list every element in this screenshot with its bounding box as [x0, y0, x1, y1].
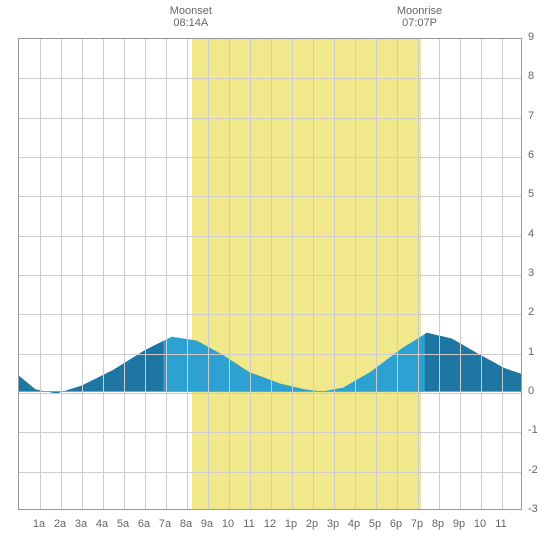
grid-line-v: [292, 39, 293, 509]
x-tick-label: 7a: [159, 518, 171, 530]
grid-line-v: [313, 39, 314, 509]
grid-line-v: [271, 39, 272, 509]
grid-line-v: [166, 39, 167, 509]
moonset-annotation: Moonset08:14A: [170, 5, 212, 29]
annotation-time: 07:07P: [397, 17, 442, 29]
x-tick-label: 5p: [369, 518, 381, 530]
x-tick-label: 9a: [201, 518, 213, 530]
tide-area: [19, 39, 521, 509]
grid-line-v: [229, 39, 230, 509]
x-tick-label: 4a: [96, 518, 108, 530]
x-tick-label: 3a: [75, 518, 87, 530]
x-tick-label: 11: [243, 518, 254, 530]
x-tick-label: 6a: [138, 518, 150, 530]
grid-line-v: [334, 39, 335, 509]
grid-line-v: [355, 39, 356, 509]
y-tick-label: 3: [528, 267, 550, 279]
x-tick-label: 10: [222, 518, 234, 530]
grid-line-h: [19, 472, 521, 473]
tide-chart: [18, 38, 522, 510]
x-tick-label: 3p: [327, 518, 339, 530]
grid-line-h: [19, 393, 521, 394]
grid-line-v: [40, 39, 41, 509]
grid-line-h: [19, 118, 521, 119]
annotation-label: Moonset: [170, 5, 212, 17]
annotation-label: Moonrise: [397, 5, 442, 17]
grid-line-v: [187, 39, 188, 509]
annotation-time: 08:14A: [170, 17, 212, 29]
grid-line-v: [61, 39, 62, 509]
x-tick-label: 4p: [348, 518, 360, 530]
grid-line-h: [19, 196, 521, 197]
grid-line-v: [208, 39, 209, 509]
x-tick-label: 2a: [54, 518, 66, 530]
x-tick-label: 10: [474, 518, 486, 530]
grid-line-v: [397, 39, 398, 509]
x-tick-label: 1a: [33, 518, 45, 530]
grid-line-v: [145, 39, 146, 509]
y-tick-label: 4: [528, 228, 550, 240]
grid-line-v: [376, 39, 377, 509]
grid-line-h: [19, 236, 521, 237]
grid-line-h: [19, 157, 521, 158]
grid-line-h: [19, 78, 521, 79]
y-tick-label: 6: [528, 149, 550, 161]
grid-line-v: [481, 39, 482, 509]
y-tick-label: 7: [528, 110, 550, 122]
grid-line-v: [502, 39, 503, 509]
x-tick-label: 1p: [285, 518, 297, 530]
grid-line-h: [19, 432, 521, 433]
y-tick-label: 1: [528, 346, 550, 358]
x-tick-label: 8p: [432, 518, 444, 530]
grid-line-v: [418, 39, 419, 509]
x-tick-label: 11: [495, 518, 506, 530]
x-tick-label: 2p: [306, 518, 318, 530]
moonrise-annotation: Moonrise07:07P: [397, 5, 442, 29]
grid-line-h: [19, 314, 521, 315]
y-tick-label: -2: [528, 464, 550, 476]
y-tick-label: -1: [528, 424, 550, 436]
grid-line-v: [124, 39, 125, 509]
grid-line-h: [19, 354, 521, 355]
y-tick-label: 8: [528, 70, 550, 82]
x-tick-label: 6p: [390, 518, 402, 530]
y-tick-label: 0: [528, 385, 550, 397]
y-tick-label: 5: [528, 188, 550, 200]
grid-line-v: [250, 39, 251, 509]
y-tick-label: 2: [528, 306, 550, 318]
grid-line-v: [103, 39, 104, 509]
x-tick-label: 9p: [453, 518, 465, 530]
y-tick-label: 9: [528, 31, 550, 43]
y-tick-label: -3: [528, 503, 550, 515]
x-tick-label: 8a: [180, 518, 192, 530]
grid-line-h: [19, 275, 521, 276]
grid-line-v: [439, 39, 440, 509]
grid-line-v: [460, 39, 461, 509]
x-tick-label: 7p: [411, 518, 423, 530]
grid-line-v: [82, 39, 83, 509]
x-tick-label: 5a: [117, 518, 129, 530]
x-tick-label: 12: [264, 518, 276, 530]
